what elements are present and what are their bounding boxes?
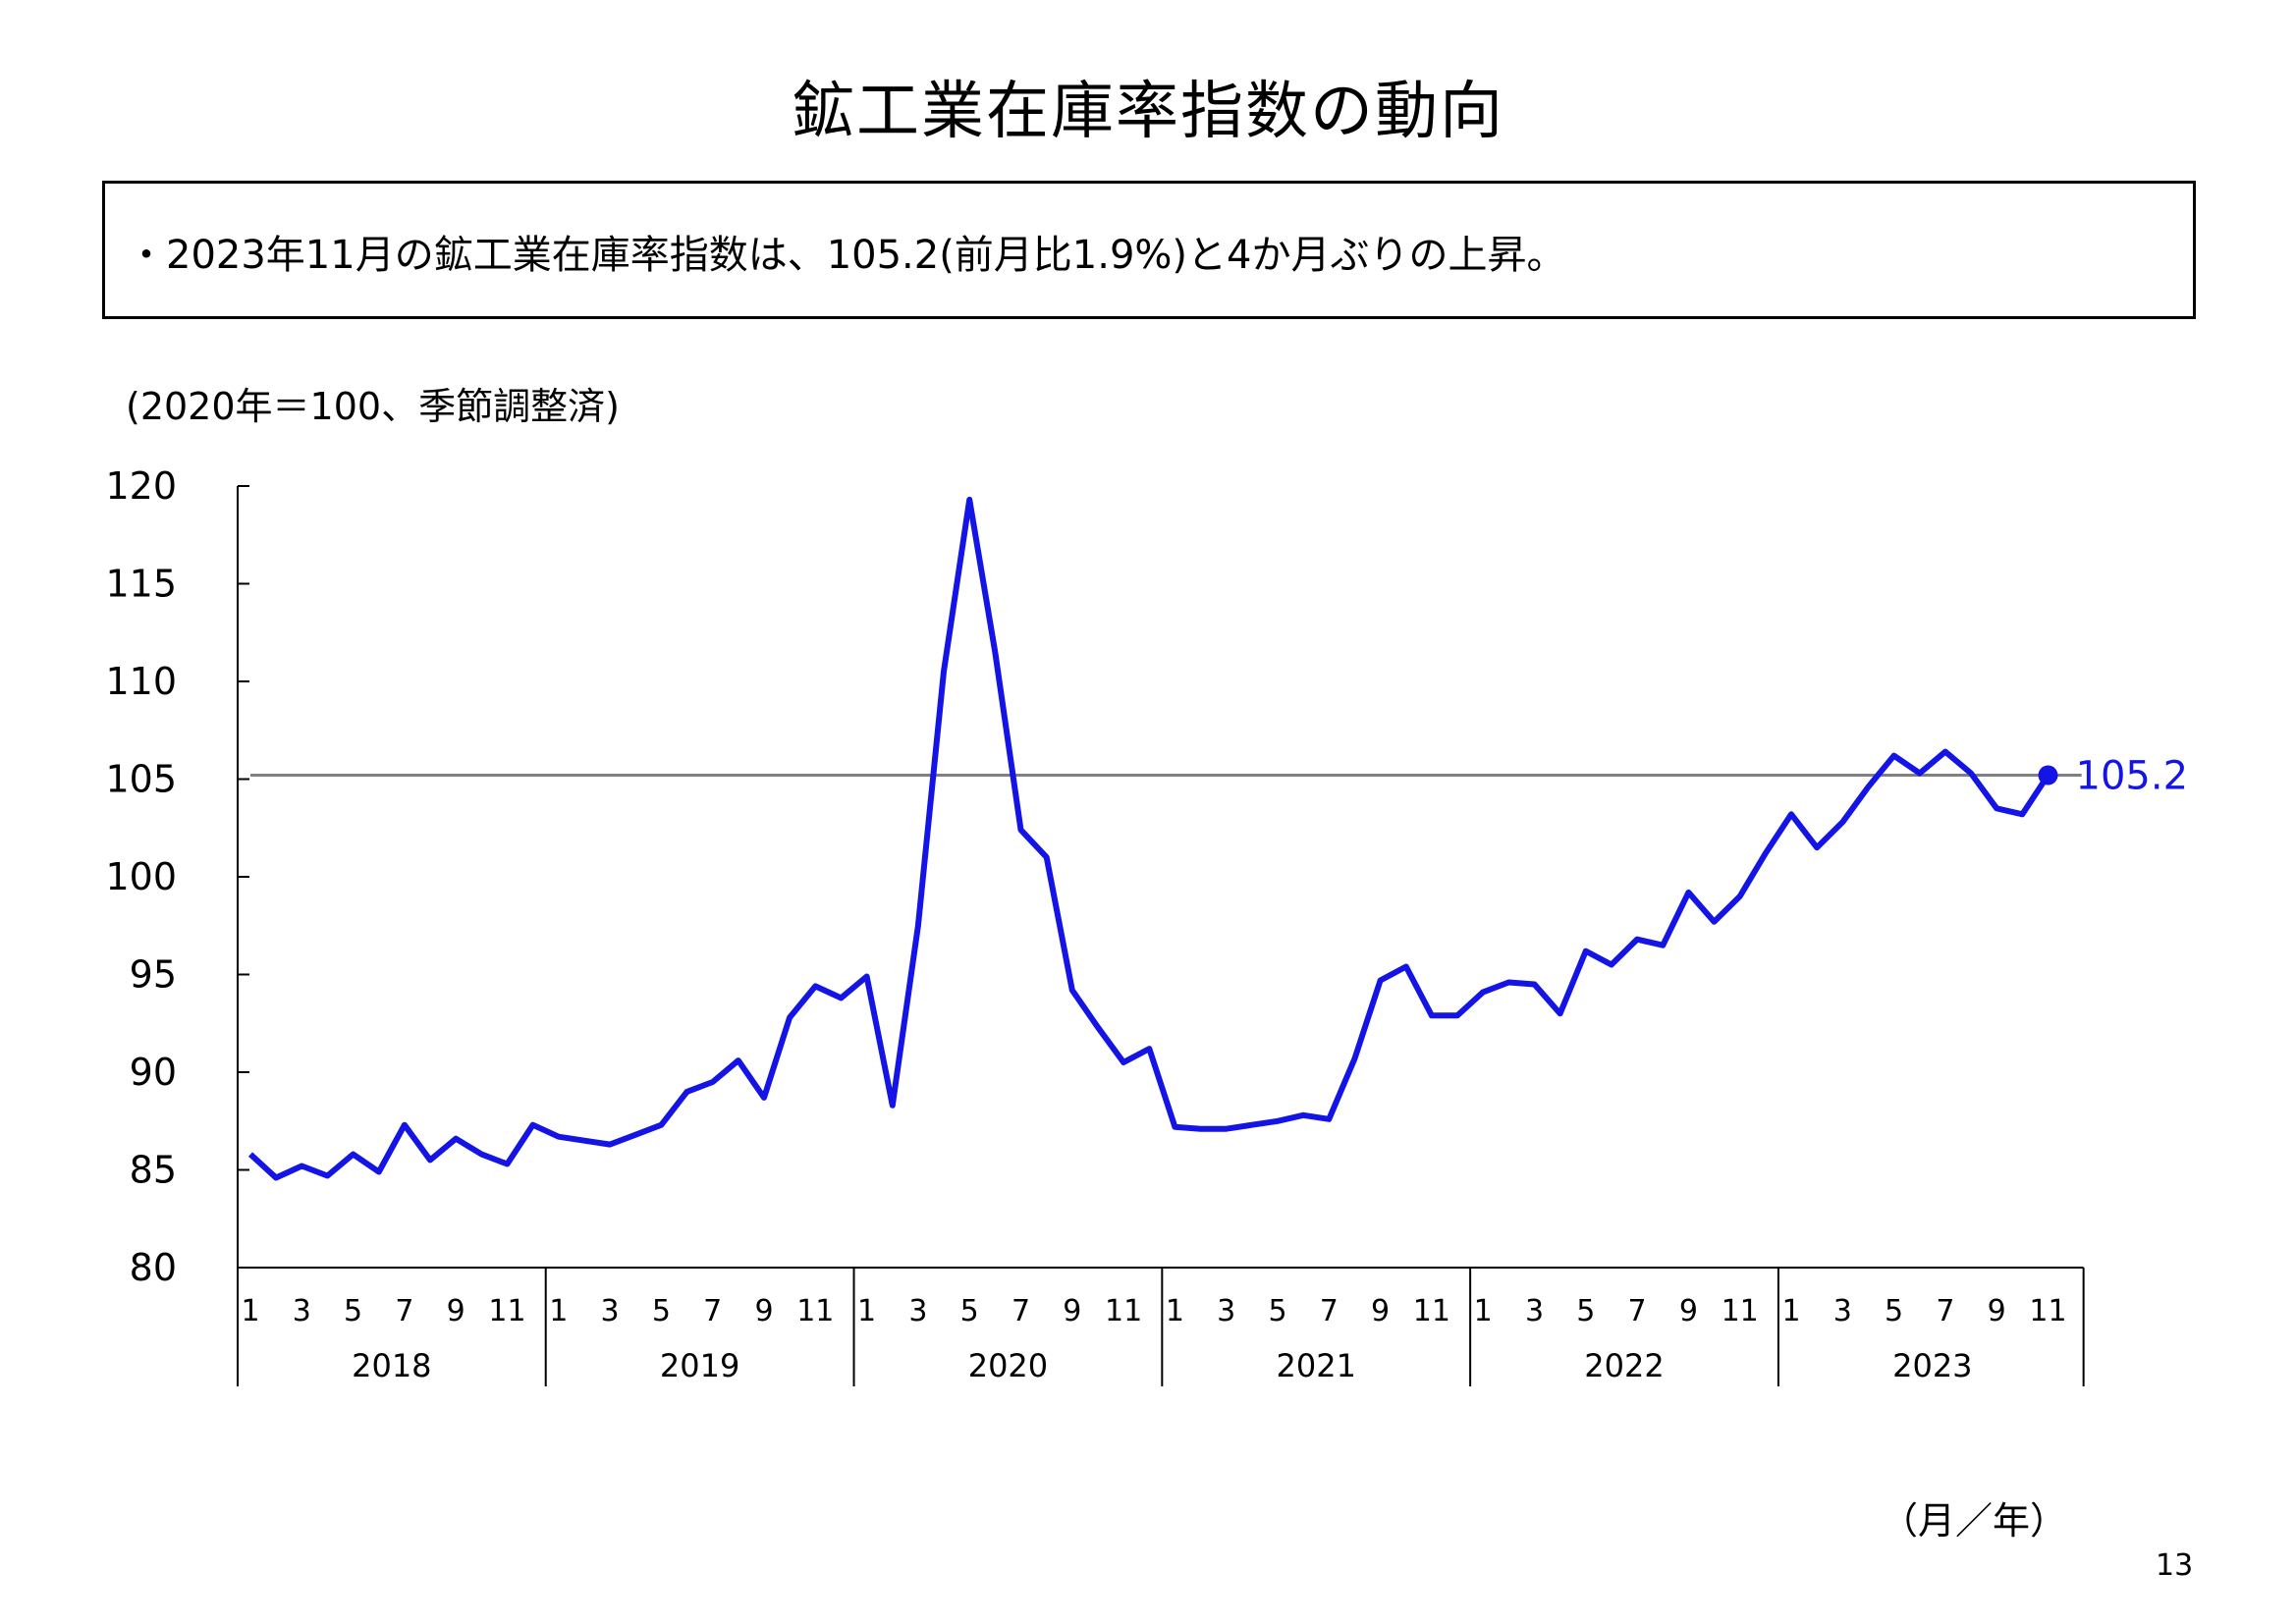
series-line	[247, 496, 2051, 1181]
y-tick-label: 120	[105, 464, 177, 508]
x-month-label: 5	[1576, 1294, 1595, 1328]
x-month-label: 7	[1011, 1294, 1030, 1328]
x-month-label: 5	[652, 1294, 671, 1328]
x-month-label: 3	[1525, 1294, 1544, 1328]
series-layer	[247, 496, 2058, 1181]
x-month-label: 9	[1371, 1294, 1390, 1328]
x-month-label: 5	[1885, 1294, 1903, 1328]
x-axis-unit: （月／年）	[1881, 1499, 2068, 1543]
y-tick-label: 90	[130, 1051, 177, 1094]
x-month-label: 7	[1628, 1294, 1647, 1328]
x-month-label: 11	[796, 1294, 834, 1328]
x-month-label: 11	[1413, 1294, 1450, 1328]
x-month-label: 9	[1679, 1294, 1698, 1328]
x-month-label: 7	[1320, 1294, 1339, 1328]
x-month-label: 3	[601, 1294, 620, 1328]
y-tick-label: 95	[130, 953, 177, 997]
x-year-label: 2018	[352, 1347, 431, 1384]
x-month-label: 3	[1217, 1294, 1235, 1328]
page-title: 鉱工業在庫率指数の動向	[792, 76, 1504, 148]
x-month-label: 9	[1988, 1294, 2006, 1328]
summary-text: ・2023年11月の鉱工業在庫率指数は、105.2(前月比1.9%)と4か月ぶり…	[127, 233, 1566, 278]
x-month-label: 5	[344, 1294, 362, 1328]
x-month-label: 9	[447, 1294, 465, 1328]
x-month-label: 1	[549, 1294, 568, 1328]
x-month-label: 7	[395, 1294, 413, 1328]
x-month-label: 9	[754, 1294, 773, 1328]
x-month-label: 1	[241, 1294, 259, 1328]
x-month-label: 7	[703, 1294, 722, 1328]
x-month-label: 5	[960, 1294, 979, 1328]
x-month-label: 11	[1722, 1294, 1759, 1328]
x-month-label: 7	[1936, 1294, 1954, 1328]
last-point-marker	[2038, 765, 2058, 785]
summary-box: ・2023年11月の鉱工業在庫率指数は、105.2(前月比1.9%)と4か月ぶり…	[102, 181, 2196, 319]
y-tick-label: 100	[105, 855, 177, 898]
x-month-label: 1	[1781, 1294, 1800, 1328]
last-point-label: 105.2	[2076, 754, 2189, 799]
x-month-label: 1	[1474, 1294, 1493, 1328]
x-year-label: 2021	[1277, 1347, 1356, 1384]
x-month-label: 3	[908, 1294, 927, 1328]
x-year-label: 2022	[1584, 1347, 1664, 1384]
x-month-label: 11	[2029, 1294, 2066, 1328]
y-tick-label: 80	[130, 1246, 177, 1289]
x-year-label: 2019	[660, 1347, 739, 1384]
x-month-label: 3	[293, 1294, 311, 1328]
x-year-label: 2020	[968, 1347, 1048, 1384]
x-year-label: 2023	[1892, 1347, 1972, 1384]
x-month-label: 11	[1105, 1294, 1142, 1328]
page-number: 13	[2156, 1548, 2194, 1583]
label-layer: 105.2	[2076, 754, 2189, 799]
x-month-label: 1	[1166, 1294, 1184, 1328]
x-month-label: 9	[1063, 1294, 1081, 1328]
x-month-label: 11	[488, 1294, 525, 1328]
y-tick-label: 115	[105, 563, 177, 606]
y-tick-label: 105	[105, 758, 177, 801]
y-tick-label: 110	[105, 660, 177, 703]
x-month-label: 5	[1268, 1294, 1286, 1328]
unit-note: (2020年＝100、季節調整済)	[126, 385, 620, 428]
x-month-label: 3	[1833, 1294, 1852, 1328]
y-tick-label: 85	[130, 1149, 177, 1192]
x-month-label: 1	[857, 1294, 876, 1328]
